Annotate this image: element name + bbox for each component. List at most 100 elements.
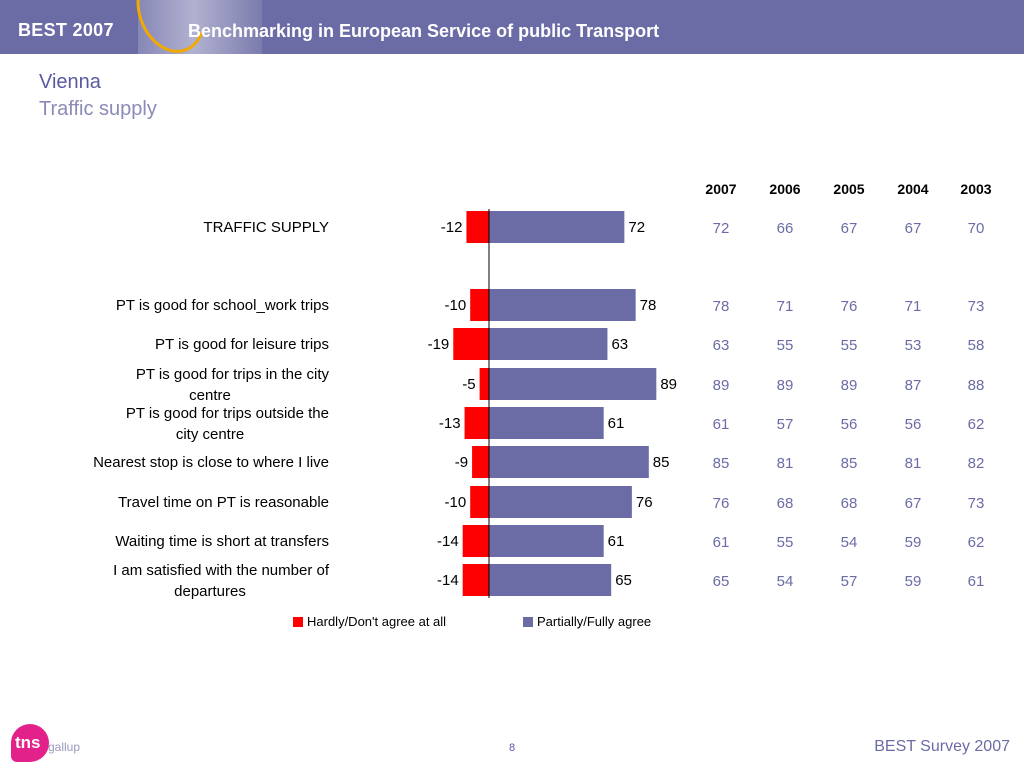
table-header-2004: 2004 (897, 181, 928, 197)
bar-disagree-6 (470, 486, 489, 518)
table-cell-4-2006: 57 (777, 416, 794, 433)
data-label-agree-4: 61 (608, 415, 625, 432)
bar-disagree-1 (470, 289, 489, 321)
data-label-disagree-7: -14 (437, 533, 459, 550)
slide-city: Vienna (39, 71, 101, 93)
data-label-disagree-5: -9 (455, 454, 468, 471)
legend-label-agree: Partially/Fully agree (537, 614, 652, 629)
table-cell-7-2005: 54 (841, 534, 858, 551)
category-label-8-line2: departures (174, 583, 246, 600)
table-cell-3-2007: 89 (713, 377, 730, 394)
category-label-4-line2: city centre (176, 426, 244, 443)
data-label-agree-2: 63 (611, 336, 628, 353)
data-label-agree-7: 61 (608, 533, 625, 550)
table-cell-2-2007: 63 (713, 337, 730, 354)
slide-title: Traffic supply (39, 98, 157, 120)
table-cell-0-2005: 67 (841, 220, 858, 237)
table-cell-5-2004: 81 (905, 455, 922, 472)
bar-disagree-2 (453, 328, 489, 360)
bar-agree-3 (489, 368, 657, 400)
bar-agree-7 (489, 525, 604, 557)
table-cell-6-2006: 68 (777, 495, 794, 512)
page-number: 8 (509, 742, 516, 754)
header-banner: BEST 2007 Benchmarking in European Servi… (0, 0, 1024, 63)
table-cell-1-2004: 71 (905, 298, 922, 315)
table-cell-2-2005: 55 (841, 337, 858, 354)
data-label-disagree-0: -12 (441, 219, 463, 236)
table-cell-8-2007: 65 (713, 573, 730, 590)
table-cell-3-2003: 88 (968, 377, 985, 394)
data-label-disagree-8: -14 (437, 572, 459, 589)
data-label-disagree-2: -19 (428, 336, 450, 353)
legend-item-agree: Partially/Fully agree (523, 614, 651, 629)
data-label-disagree-1: -10 (445, 297, 467, 314)
table-cell-8-2005: 57 (841, 573, 858, 590)
table-cell-3-2004: 87 (905, 377, 922, 394)
gallup-logo-text: gallup (48, 740, 81, 754)
table-cell-7-2004: 59 (905, 534, 922, 551)
table-cell-6-2003: 73 (968, 495, 985, 512)
table-cell-4-2003: 62 (968, 416, 985, 433)
table-cell-5-2003: 82 (968, 455, 985, 472)
data-label-disagree-6: -10 (445, 494, 467, 511)
table-cell-6-2007: 76 (713, 495, 730, 512)
table-cell-8-2003: 61 (968, 573, 985, 590)
table-cell-1-2006: 71 (777, 298, 794, 315)
category-label-3-line1: PT is good for trips in the city (136, 366, 330, 383)
tns-logo-text: tns (15, 733, 41, 752)
table-cell-1-2007: 78 (713, 298, 730, 315)
category-label-8-line1: I am satisfied with the number of (113, 562, 330, 579)
data-label-agree-8: 65 (615, 572, 632, 589)
data-label-agree-6: 76 (636, 494, 653, 511)
data-label-agree-5: 85 (653, 454, 670, 471)
bar-agree-4 (489, 407, 604, 439)
data-label-agree-1: 78 (640, 297, 657, 314)
table-cell-0-2003: 70 (968, 220, 985, 237)
bar-agree-8 (489, 564, 612, 596)
table-cell-0-2007: 72 (713, 220, 730, 237)
bar-disagree-8 (462, 564, 489, 596)
table-cell-7-2006: 55 (777, 534, 794, 551)
table-cell-2-2006: 55 (777, 337, 794, 354)
category-label-4-line1: PT is good for trips outside the (126, 405, 329, 422)
table-cell-6-2005: 68 (841, 495, 858, 512)
table-header-2007: 2007 (705, 181, 736, 197)
table-cell-0-2004: 67 (905, 220, 922, 237)
category-label-2: PT is good for leisure trips (155, 336, 329, 353)
table-cell-1-2003: 73 (968, 298, 985, 315)
bar-agree-1 (489, 289, 636, 321)
banner-subtitle: Benchmarking in European Service of publ… (188, 21, 660, 41)
banner-photo (138, 0, 262, 54)
tns-logo (11, 724, 49, 762)
bar-disagree-3 (479, 368, 489, 400)
bar-disagree-7 (462, 525, 489, 557)
data-label-agree-0: 72 (628, 219, 645, 236)
table-cell-3-2006: 89 (777, 377, 794, 394)
legend-swatch-disagree (293, 616, 303, 627)
table-cell-5-2007: 85 (713, 455, 730, 472)
legend-item-disagree: Hardly/Don't agree at all (293, 614, 446, 629)
category-label-0: TRAFFIC SUPPLY (203, 219, 329, 236)
table-header-2003: 2003 (960, 181, 991, 197)
legend-swatch-agree (523, 616, 533, 627)
table-header-2006: 2006 (769, 181, 800, 197)
category-label-3-line2: centre (189, 387, 231, 404)
data-label-agree-3: 89 (660, 376, 677, 393)
table-cell-0-2006: 66 (777, 220, 794, 237)
table-cell-5-2006: 81 (777, 455, 794, 472)
table-cell-6-2004: 67 (905, 495, 922, 512)
table-header-2005: 2005 (833, 181, 864, 197)
data-label-disagree-3: -5 (462, 376, 475, 393)
table-cell-2-2003: 58 (968, 337, 985, 354)
category-label-6: Travel time on PT is reasonable (118, 494, 329, 511)
category-label-5: Nearest stop is close to where I live (93, 454, 329, 471)
table-cell-2-2004: 53 (905, 337, 922, 354)
table-cell-8-2004: 59 (905, 573, 922, 590)
table-cell-4-2005: 56 (841, 416, 858, 433)
bar-agree-6 (489, 486, 632, 518)
legend-label-disagree: Hardly/Don't agree at all (307, 614, 447, 629)
bar-disagree-5 (472, 446, 489, 478)
table-cell-4-2007: 61 (713, 416, 730, 433)
footer-survey-label: BEST Survey 2007 (874, 738, 1010, 755)
